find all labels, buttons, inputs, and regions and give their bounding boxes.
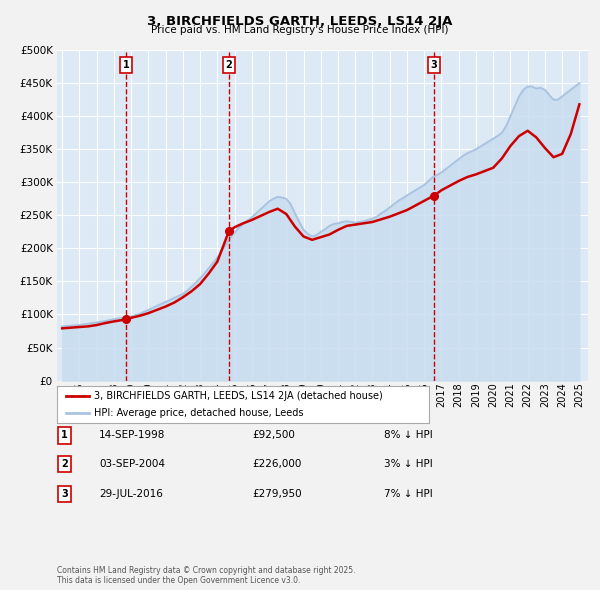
Text: Contains HM Land Registry data © Crown copyright and database right 2025.
This d: Contains HM Land Registry data © Crown c…	[57, 566, 355, 585]
Text: 1: 1	[123, 60, 130, 70]
Text: Price paid vs. HM Land Registry's House Price Index (HPI): Price paid vs. HM Land Registry's House …	[151, 25, 449, 35]
Text: 2: 2	[61, 460, 68, 469]
Text: 1: 1	[61, 431, 68, 440]
Text: 03-SEP-2004: 03-SEP-2004	[99, 460, 165, 469]
Text: 8% ↓ HPI: 8% ↓ HPI	[384, 431, 433, 440]
Text: 3, BIRCHFIELDS GARTH, LEEDS, LS14 2JA (detached house): 3, BIRCHFIELDS GARTH, LEEDS, LS14 2JA (d…	[94, 391, 383, 401]
Text: 14-SEP-1998: 14-SEP-1998	[99, 431, 166, 440]
Text: £92,500: £92,500	[252, 431, 295, 440]
Text: 3% ↓ HPI: 3% ↓ HPI	[384, 460, 433, 469]
Text: 29-JUL-2016: 29-JUL-2016	[99, 489, 163, 499]
Text: 3, BIRCHFIELDS GARTH, LEEDS, LS14 2JA: 3, BIRCHFIELDS GARTH, LEEDS, LS14 2JA	[148, 15, 452, 28]
Text: 3: 3	[61, 489, 68, 499]
Text: 3: 3	[431, 60, 437, 70]
Text: £279,950: £279,950	[252, 489, 302, 499]
Text: 7% ↓ HPI: 7% ↓ HPI	[384, 489, 433, 499]
Text: HPI: Average price, detached house, Leeds: HPI: Average price, detached house, Leed…	[94, 408, 304, 418]
Text: £226,000: £226,000	[252, 460, 301, 469]
Text: 2: 2	[226, 60, 232, 70]
